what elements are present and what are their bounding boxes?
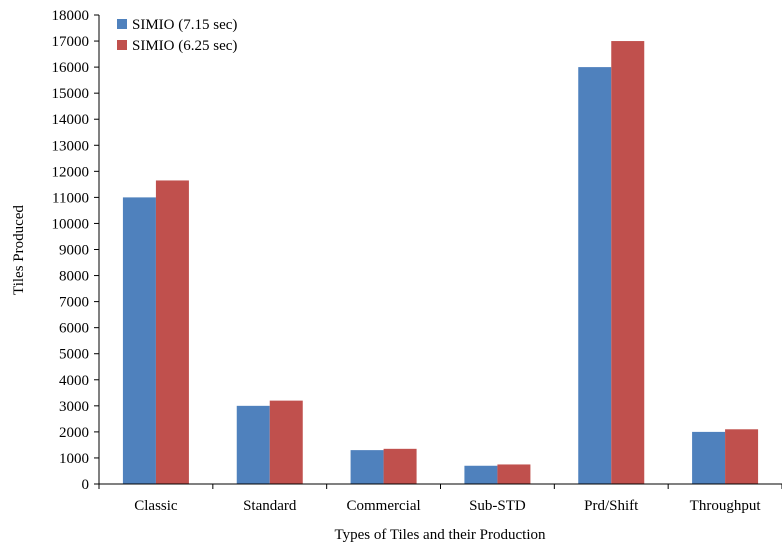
y-tick-label: 8000: [59, 269, 89, 285]
bar-2-throughput: [725, 429, 759, 484]
y-tick-label: 7000: [59, 295, 89, 311]
y-tick-label: 13000: [52, 138, 90, 154]
bar-1-throughput: [692, 431, 726, 484]
x-tick-label: Classic: [134, 498, 178, 514]
bar-1-classic: [122, 197, 156, 484]
y-tick-label: 17000: [52, 34, 90, 50]
x-tick-label: Commercial: [347, 498, 421, 514]
bar-1-standard: [236, 405, 270, 484]
x-tick-label: Throughput: [690, 498, 762, 514]
y-tick-label: 0: [82, 477, 90, 493]
y-tick-label: 2000: [59, 425, 89, 441]
legend: SIMIO (7.15 sec) SIMIO (6.25 sec): [117, 17, 237, 54]
bar-2-standard: [269, 400, 303, 484]
x-axis-title: Types of Tiles and their Production: [334, 527, 546, 543]
y-tick-label: 6000: [59, 321, 89, 337]
y-tick-label: 14000: [52, 112, 90, 128]
y-tick-label: 15000: [52, 86, 90, 102]
y-axis: 0 1000 2000 3000 4000 5000 6000 7000 8000 9000 100…: [52, 8, 100, 493]
y-tick-label: 3000: [59, 399, 89, 415]
y-tick-label: 1000: [59, 451, 89, 467]
y-tick-label: 16000: [52, 60, 90, 76]
y-tick-label: 5000: [59, 347, 89, 363]
legend-label: SIMIO (6.25 sec): [132, 38, 237, 54]
y-tick-label: 12000: [52, 164, 90, 180]
bar-2-commercial: [383, 448, 417, 484]
x-axis: Classic Standard Commercial Sub-STD Prd/Shif…: [98, 483, 782, 514]
bar-1-prd-shift: [578, 67, 612, 484]
bar-2-prd-shift: [611, 41, 645, 485]
legend-swatch: [117, 19, 127, 29]
legend-label: SIMIO (7.15 sec): [132, 17, 237, 33]
y-tick-label: 11000: [52, 190, 89, 206]
bar-1-commercial: [350, 450, 384, 484]
y-tick-label: 10000: [52, 216, 90, 232]
legend-swatch: [117, 40, 127, 50]
y-tick-label: 9000: [59, 243, 89, 259]
x-tick-label: Standard: [243, 498, 297, 514]
y-axis-title: Tiles Produced: [11, 205, 27, 295]
x-tick-label: Sub-STD: [469, 498, 526, 514]
bar-1-sub-std: [464, 465, 498, 484]
y-tick-label: 18000: [52, 8, 90, 24]
bars-group: [122, 41, 759, 485]
y-tick-label: 4000: [59, 373, 89, 389]
bar-2-sub-std: [497, 464, 531, 484]
x-tick-label: Prd/Shift: [584, 498, 639, 514]
bar-2-classic: [155, 180, 189, 485]
